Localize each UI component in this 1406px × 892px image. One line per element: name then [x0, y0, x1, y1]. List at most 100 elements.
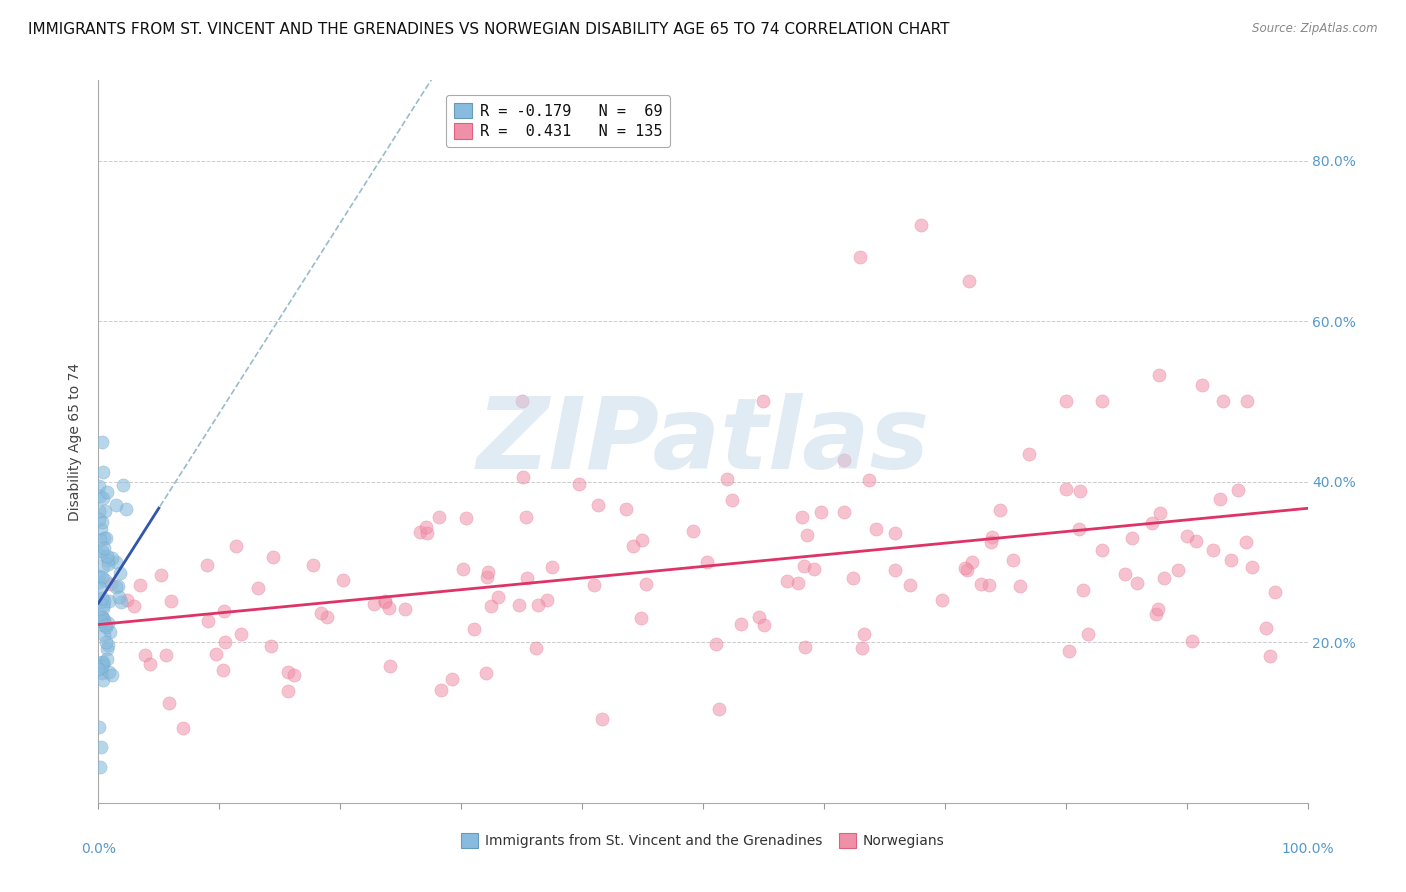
Point: [957, 274, 980, 288]
Text: ZIPatlas: ZIPatlas: [477, 393, 929, 490]
Point: [456, 511, 478, 525]
Point: [124, 599, 146, 613]
Point: [129, 578, 152, 592]
Point: [104, 498, 127, 512]
Point: [91, 659, 114, 673]
Point: [512, 469, 534, 483]
Text: Source: ZipAtlas.com: Source: ZipAtlas.com: [1253, 22, 1378, 36]
Point: [115, 502, 138, 516]
Point: [1140, 516, 1163, 530]
Point: [91, 609, 114, 624]
Point: [931, 593, 953, 607]
Point: [87, 720, 110, 734]
Point: [115, 592, 138, 607]
Point: [1091, 542, 1114, 557]
Point: [787, 575, 810, 590]
Point: [953, 561, 976, 575]
Point: [87, 504, 110, 518]
Point: [1175, 528, 1198, 542]
Point: [111, 478, 134, 492]
Point: [87, 478, 110, 492]
Point: [853, 627, 876, 641]
Point: [98, 665, 121, 679]
Point: [1126, 575, 1149, 590]
Point: [440, 672, 463, 686]
Point: [536, 593, 558, 607]
Point: [90, 665, 112, 680]
Point: [93, 541, 115, 555]
Point: [540, 560, 562, 574]
Point: [90, 522, 112, 536]
Point: [1209, 492, 1232, 507]
Point: [834, 452, 856, 467]
Point: [96, 642, 118, 657]
Point: [94, 618, 117, 632]
Point: [93, 594, 115, 608]
Point: [1091, 394, 1114, 409]
Point: [89, 595, 111, 609]
Point: [841, 571, 863, 585]
Point: [93, 628, 115, 642]
Point: [91, 591, 114, 606]
Point: [96, 531, 118, 545]
Point: [89, 574, 111, 589]
Point: [1254, 621, 1277, 635]
Legend: Immigrants from St. Vincent and the Grenadines, Norwegians: Immigrants from St. Vincent and the Gren…: [456, 828, 950, 854]
Text: IMMIGRANTS FROM ST. VINCENT AND THE GRENADINES VS NORWEGIAN DISABILITY AGE 65 TO: IMMIGRANTS FROM ST. VINCENT AND THE GREN…: [28, 22, 949, 37]
Point: [1054, 482, 1077, 496]
Point: [479, 599, 502, 614]
Point: [516, 571, 538, 585]
Point: [97, 558, 120, 572]
Point: [134, 648, 156, 663]
Point: [682, 524, 704, 538]
Point: [1212, 394, 1234, 409]
Point: [463, 623, 485, 637]
Point: [477, 565, 499, 579]
Point: [515, 510, 537, 524]
Point: [1149, 368, 1171, 383]
Point: [91, 599, 114, 613]
Point: [475, 570, 498, 584]
Point: [1153, 571, 1175, 585]
Point: [394, 602, 416, 616]
Point: [1181, 634, 1204, 648]
Point: [796, 527, 818, 541]
Point: [277, 684, 299, 698]
Point: [884, 526, 907, 541]
Point: [104, 580, 127, 594]
Point: [91, 610, 114, 624]
Point: [614, 502, 637, 516]
Point: [716, 472, 738, 486]
Point: [302, 558, 325, 573]
Point: [90, 515, 112, 529]
Point: [1077, 626, 1099, 640]
Point: [262, 550, 284, 565]
Point: [988, 502, 1011, 516]
Point: [87, 662, 110, 676]
Point: [98, 594, 121, 608]
Point: [157, 696, 180, 710]
Point: [582, 578, 605, 592]
Point: [96, 549, 118, 563]
Point: [1258, 648, 1281, 663]
Point: [90, 655, 112, 669]
Point: [1264, 585, 1286, 599]
Point: [211, 664, 233, 678]
Point: [1234, 535, 1257, 549]
Point: [884, 563, 907, 577]
Point: [91, 601, 114, 615]
Point: [225, 540, 247, 554]
Point: [849, 250, 872, 264]
Point: [138, 657, 160, 671]
Point: [1240, 560, 1263, 574]
Point: [591, 712, 613, 726]
Point: [97, 553, 120, 567]
Point: [231, 627, 253, 641]
Point: [110, 595, 132, 609]
Point: [1202, 543, 1225, 558]
Point: [508, 598, 530, 612]
Point: [696, 555, 718, 569]
Point: [898, 578, 921, 592]
Point: [374, 594, 396, 608]
Point: [91, 570, 114, 584]
